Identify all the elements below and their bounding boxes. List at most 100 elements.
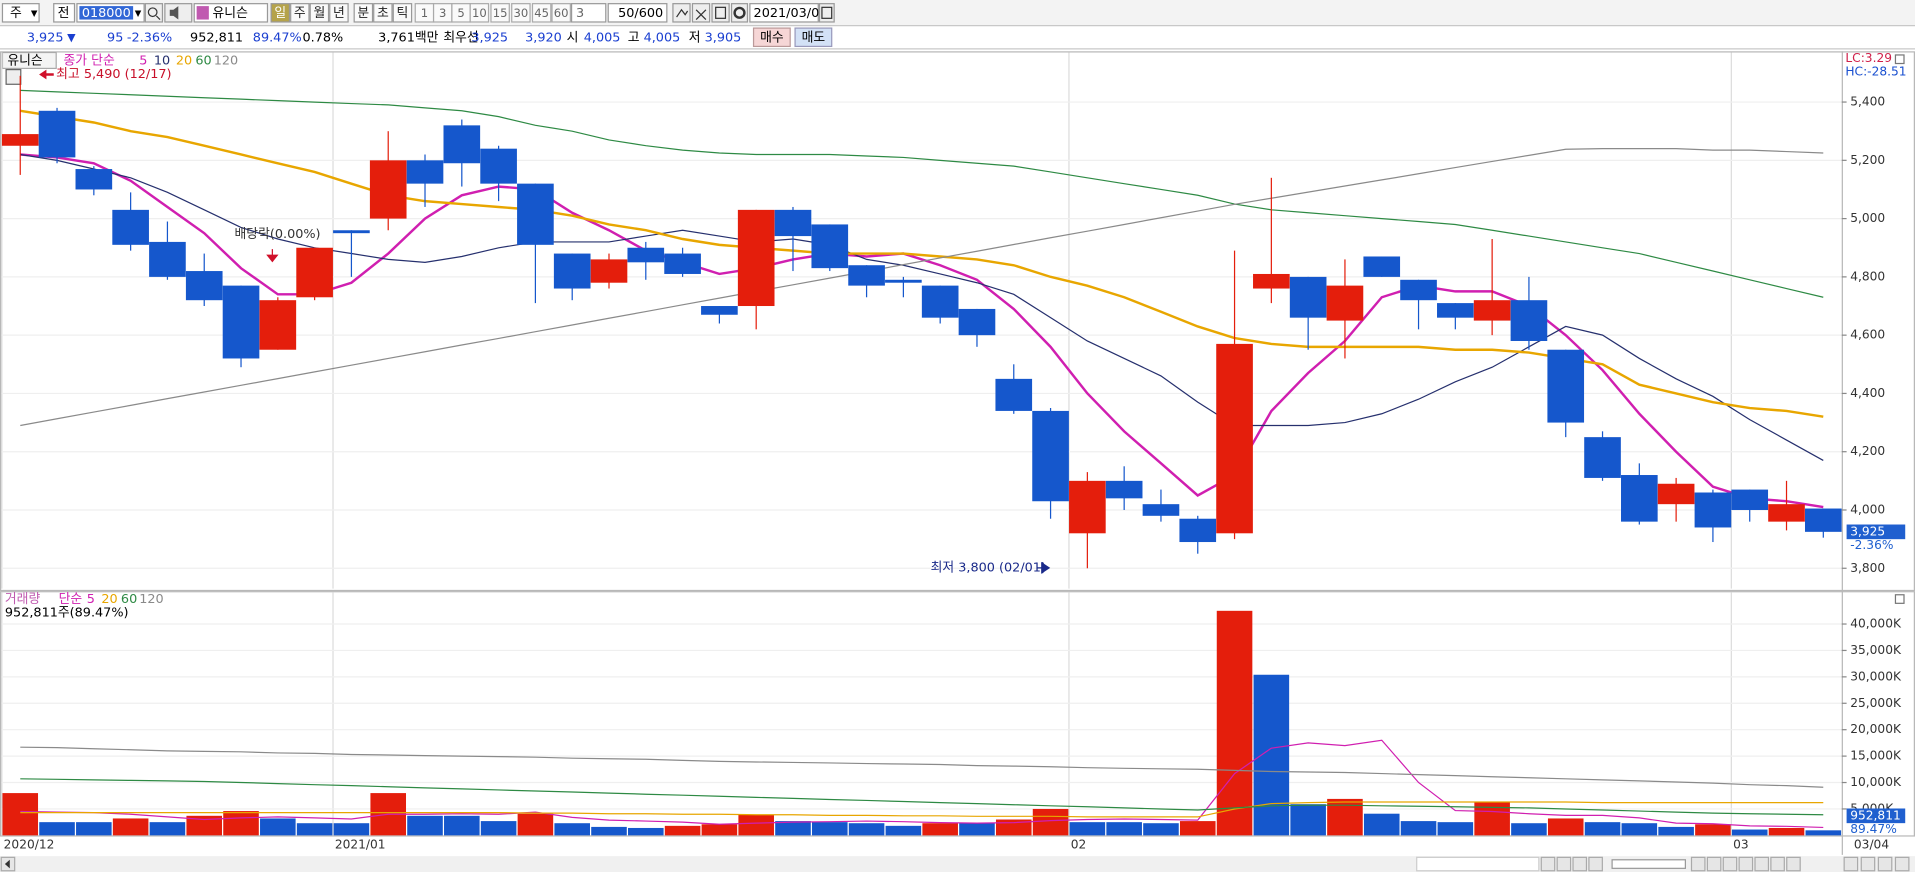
period-button[interactable] xyxy=(270,3,291,23)
interval-button[interactable] xyxy=(511,3,531,23)
candle-body xyxy=(259,300,297,350)
y-tick-label: 4,400 xyxy=(1850,386,1885,400)
volume-bar xyxy=(1437,822,1474,836)
volume-tag-label: 952,811 xyxy=(1850,808,1900,822)
scroll-button[interactable] xyxy=(1556,856,1572,872)
y-tick-label: 3,800 xyxy=(1850,561,1885,575)
price-panel xyxy=(0,51,1915,592)
candle-body xyxy=(1,134,39,146)
candle-body xyxy=(112,209,149,245)
interval-button[interactable] xyxy=(531,3,552,23)
volume-bar xyxy=(76,822,112,836)
scroll-thumb[interactable] xyxy=(1416,856,1540,872)
direction: ▼ xyxy=(67,31,76,44)
volume-bar xyxy=(2,793,39,836)
calendar-button[interactable] xyxy=(818,3,835,23)
y-tick-label: 5,000 xyxy=(1850,211,1885,225)
tool-button[interactable] xyxy=(1722,856,1738,872)
candle-body xyxy=(333,230,370,234)
candle-body xyxy=(1804,508,1842,532)
sell-button[interactable] xyxy=(794,27,833,48)
legend-entry: 120 xyxy=(139,592,163,607)
panel-button[interactable] xyxy=(1894,594,1905,604)
tool-button[interactable] xyxy=(1754,856,1770,872)
period-label: 초 xyxy=(377,6,389,21)
zoom-button[interactable] xyxy=(1894,856,1910,872)
candle-body xyxy=(701,306,738,315)
volume-bar xyxy=(1695,824,1731,836)
legend-entry: 10 xyxy=(154,54,170,69)
code-text: 018000 xyxy=(82,6,131,21)
scroll-button[interactable] xyxy=(1572,856,1588,872)
candle-body xyxy=(1510,300,1548,341)
candle-body xyxy=(1731,489,1769,510)
ask: 3,925 xyxy=(471,30,508,45)
x-tick-label: 2020/12 xyxy=(4,838,55,852)
date-box[interactable] xyxy=(749,3,819,23)
period-label: 월 xyxy=(313,6,325,21)
zoom-button[interactable] xyxy=(1843,856,1859,872)
volume-bar xyxy=(1621,823,1658,836)
tool-button[interactable] xyxy=(1738,856,1754,872)
combo[interactable] xyxy=(1,3,40,23)
open-label: 시 xyxy=(567,30,579,45)
ma-line xyxy=(20,778,1824,816)
dropdown-arrow: ▼ xyxy=(135,9,142,19)
zoom-button[interactable] xyxy=(1860,856,1876,872)
interval-button[interactable] xyxy=(469,3,490,23)
tool-button[interactable] xyxy=(691,3,711,23)
interval-label: 5 xyxy=(457,6,464,20)
x-tick-label: 03 xyxy=(1733,838,1749,852)
best-label: 최우선 xyxy=(443,30,478,45)
volume-ratio: 89.47% xyxy=(253,30,302,45)
zoom-button[interactable] xyxy=(1877,856,1893,872)
bid: 3,920 xyxy=(525,30,562,45)
volume-bar xyxy=(517,813,554,836)
combo[interactable] xyxy=(53,3,76,23)
scroll-controls xyxy=(1540,856,1910,872)
candle-body xyxy=(995,378,1033,411)
bar-count-box[interactable] xyxy=(607,3,668,23)
scroll-button[interactable] xyxy=(1588,856,1603,872)
x-tick-label: 2021/01 xyxy=(335,838,386,852)
tool-button[interactable] xyxy=(1690,856,1706,872)
candle-body xyxy=(296,247,333,298)
candle-body xyxy=(1657,483,1695,505)
name-box[interactable] xyxy=(193,3,269,23)
legend-title: 거래량 xyxy=(5,592,41,607)
annotation: 최저 3,800 (02/01) xyxy=(931,560,1046,575)
tool-button[interactable] xyxy=(672,3,691,23)
interval-count-box[interactable] xyxy=(570,3,607,23)
scroll-button[interactable] xyxy=(1540,856,1556,872)
buy-button[interactable] xyxy=(752,27,791,48)
tool-button[interactable] xyxy=(711,3,730,23)
volume-bar xyxy=(149,822,186,836)
tool-button[interactable] xyxy=(1770,856,1785,872)
period-button[interactable] xyxy=(290,3,310,23)
candle-body xyxy=(1621,475,1658,522)
tool-button[interactable] xyxy=(1706,856,1722,872)
volume-bar xyxy=(811,822,848,836)
period-button[interactable] xyxy=(392,3,413,23)
tool-button[interactable] xyxy=(1786,856,1801,872)
panel-button[interactable] xyxy=(1894,54,1905,65)
dropdown-arrow: ▼ xyxy=(31,9,38,19)
period-button[interactable] xyxy=(329,3,349,23)
period-button[interactable] xyxy=(373,3,393,23)
interval-button[interactable] xyxy=(490,3,510,23)
legend-entry: 5 xyxy=(139,54,147,69)
stock-name: 유니슨 xyxy=(213,6,249,21)
sell-label: 매도 xyxy=(802,30,826,45)
candle-body xyxy=(627,247,665,263)
period-button[interactable] xyxy=(309,3,330,23)
volume-bar xyxy=(1547,818,1584,836)
zoom-slider[interactable] xyxy=(1611,859,1686,869)
ma-line xyxy=(20,109,1824,418)
change: 95 xyxy=(107,30,123,45)
volume-bar xyxy=(1400,821,1437,836)
interval-button[interactable] xyxy=(551,3,571,23)
candle-body xyxy=(1032,410,1069,502)
chart-icon[interactable] xyxy=(5,69,22,85)
period-button[interactable] xyxy=(353,3,374,23)
